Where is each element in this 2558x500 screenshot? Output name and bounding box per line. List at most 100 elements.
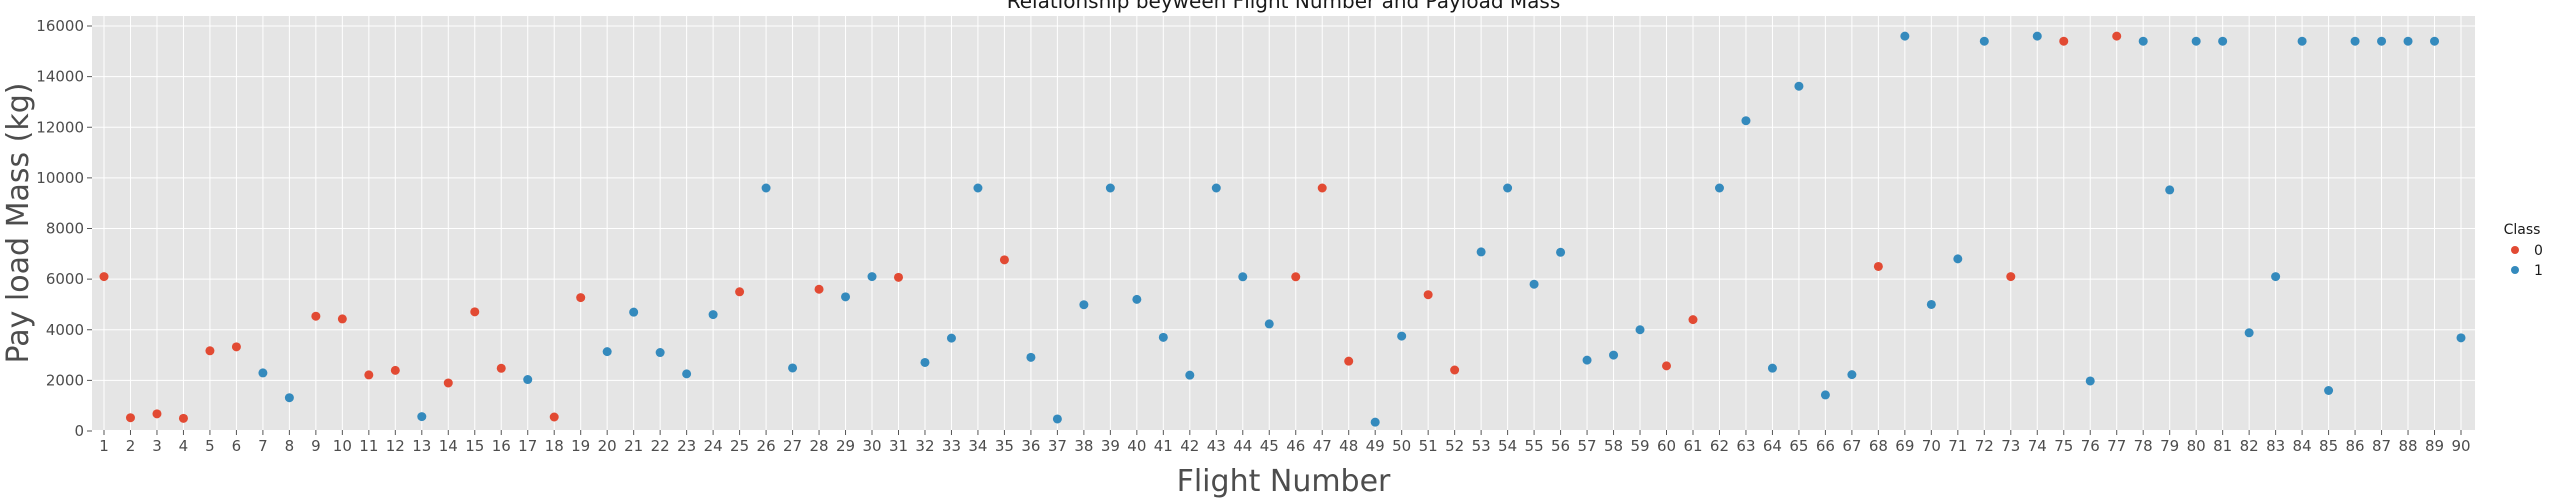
data-point xyxy=(152,409,162,419)
data-point xyxy=(2138,36,2148,46)
x-tick-label: 83 xyxy=(2266,437,2285,455)
x-tick-label: 22 xyxy=(651,437,670,455)
data-point xyxy=(443,378,453,388)
data-point xyxy=(841,292,851,302)
legend-marker xyxy=(2511,246,2519,254)
x-tick-label: 78 xyxy=(2134,437,2153,455)
data-point xyxy=(2191,36,2201,46)
y-tick-label: 14000 xyxy=(36,68,84,86)
x-tick-label: 63 xyxy=(1736,437,1755,455)
data-point xyxy=(2403,36,2413,46)
x-tick-label: 49 xyxy=(1366,437,1385,455)
data-point xyxy=(1900,31,1910,41)
x-tick-label: 42 xyxy=(1180,437,1199,455)
x-tick-label: 87 xyxy=(2372,437,2391,455)
x-tick-label: 86 xyxy=(2346,437,2365,455)
x-tick-label: 5 xyxy=(205,437,215,455)
data-point xyxy=(1794,81,1804,91)
x-tick-label: 45 xyxy=(1260,437,1279,455)
data-point xyxy=(205,346,215,356)
x-tick-label: 38 xyxy=(1074,437,1093,455)
x-tick-label: 68 xyxy=(1869,437,1888,455)
x-tick-label: 3 xyxy=(152,437,162,455)
data-point xyxy=(655,348,665,358)
data-point xyxy=(1503,183,1513,193)
x-tick-label: 37 xyxy=(1048,437,1067,455)
data-point xyxy=(867,272,877,282)
data-point xyxy=(682,369,692,379)
data-point xyxy=(1132,294,1142,304)
x-tick-label: 50 xyxy=(1392,437,1411,455)
data-point xyxy=(178,413,188,423)
data-point xyxy=(549,412,559,422)
x-tick-label: 88 xyxy=(2398,437,2417,455)
x-tick-label: 24 xyxy=(704,437,723,455)
x-tick-label: 72 xyxy=(1975,437,1994,455)
x-tick-label: 33 xyxy=(942,437,961,455)
x-tick-label: 52 xyxy=(1445,437,1464,455)
x-tick-label: 73 xyxy=(2001,437,2020,455)
x-tick-label: 7 xyxy=(258,437,268,455)
data-point xyxy=(2006,272,2016,282)
x-tick-label: 19 xyxy=(571,437,590,455)
data-point xyxy=(2377,36,2387,46)
data-point xyxy=(496,363,506,373)
data-point xyxy=(258,368,268,378)
data-point xyxy=(2350,36,2360,46)
legend-title: Class xyxy=(2504,222,2541,238)
x-tick-label: 51 xyxy=(1419,437,1438,455)
data-point xyxy=(814,284,824,294)
data-point xyxy=(1953,254,1963,264)
x-tick-label: 74 xyxy=(2028,437,2047,455)
x-tick-label: 55 xyxy=(1525,437,1544,455)
x-tick-label: 65 xyxy=(1789,437,1808,455)
x-tick-label: 23 xyxy=(677,437,696,455)
plot-background xyxy=(92,16,2475,430)
x-tick-label: 43 xyxy=(1207,437,1226,455)
data-point xyxy=(1079,300,1089,310)
data-point xyxy=(1820,390,1830,400)
x-tick-label: 57 xyxy=(1578,437,1597,455)
y-tick-label: 12000 xyxy=(36,118,84,136)
data-point xyxy=(1873,261,1883,271)
x-tick-label: 75 xyxy=(2054,437,2073,455)
x-tick-label: 69 xyxy=(1895,437,1914,455)
data-point xyxy=(1688,315,1698,325)
data-point xyxy=(576,293,586,303)
data-point xyxy=(1662,361,1672,371)
data-point xyxy=(1185,370,1195,380)
x-tick-label: 20 xyxy=(598,437,617,455)
x-axis-label: Flight Number xyxy=(1177,464,1391,499)
x-tick-label: 28 xyxy=(809,437,828,455)
data-point xyxy=(337,314,347,324)
x-tick-label: 82 xyxy=(2240,437,2259,455)
x-tick-label: 70 xyxy=(1922,437,1941,455)
x-tick-label: 36 xyxy=(1021,437,1040,455)
data-point xyxy=(1158,332,1168,342)
data-point xyxy=(311,311,321,321)
x-tick-label: 30 xyxy=(862,437,881,455)
data-point xyxy=(2297,36,2307,46)
data-point xyxy=(629,307,639,317)
x-tick-label: 35 xyxy=(995,437,1014,455)
y-tick-label: 4000 xyxy=(46,321,84,339)
x-tick-label: 77 xyxy=(2107,437,2126,455)
data-point xyxy=(1211,183,1221,193)
data-point xyxy=(99,272,109,282)
x-tick-label: 81 xyxy=(2213,437,2232,455)
data-point xyxy=(1264,319,1274,329)
x-tick-label: 76 xyxy=(2081,437,2100,455)
data-point xyxy=(390,365,400,375)
data-point xyxy=(2456,333,2466,343)
x-tick-label: 59 xyxy=(1630,437,1649,455)
x-tick-label: 80 xyxy=(2187,437,2206,455)
data-point xyxy=(364,370,374,380)
data-point xyxy=(2244,328,2254,338)
x-tick-label: 90 xyxy=(2451,437,2470,455)
data-points xyxy=(99,31,2466,427)
data-point xyxy=(125,413,135,423)
data-point xyxy=(1397,331,1407,341)
data-point xyxy=(1105,183,1115,193)
x-tick-label: 60 xyxy=(1657,437,1676,455)
x-tick-label: 67 xyxy=(1842,437,1861,455)
